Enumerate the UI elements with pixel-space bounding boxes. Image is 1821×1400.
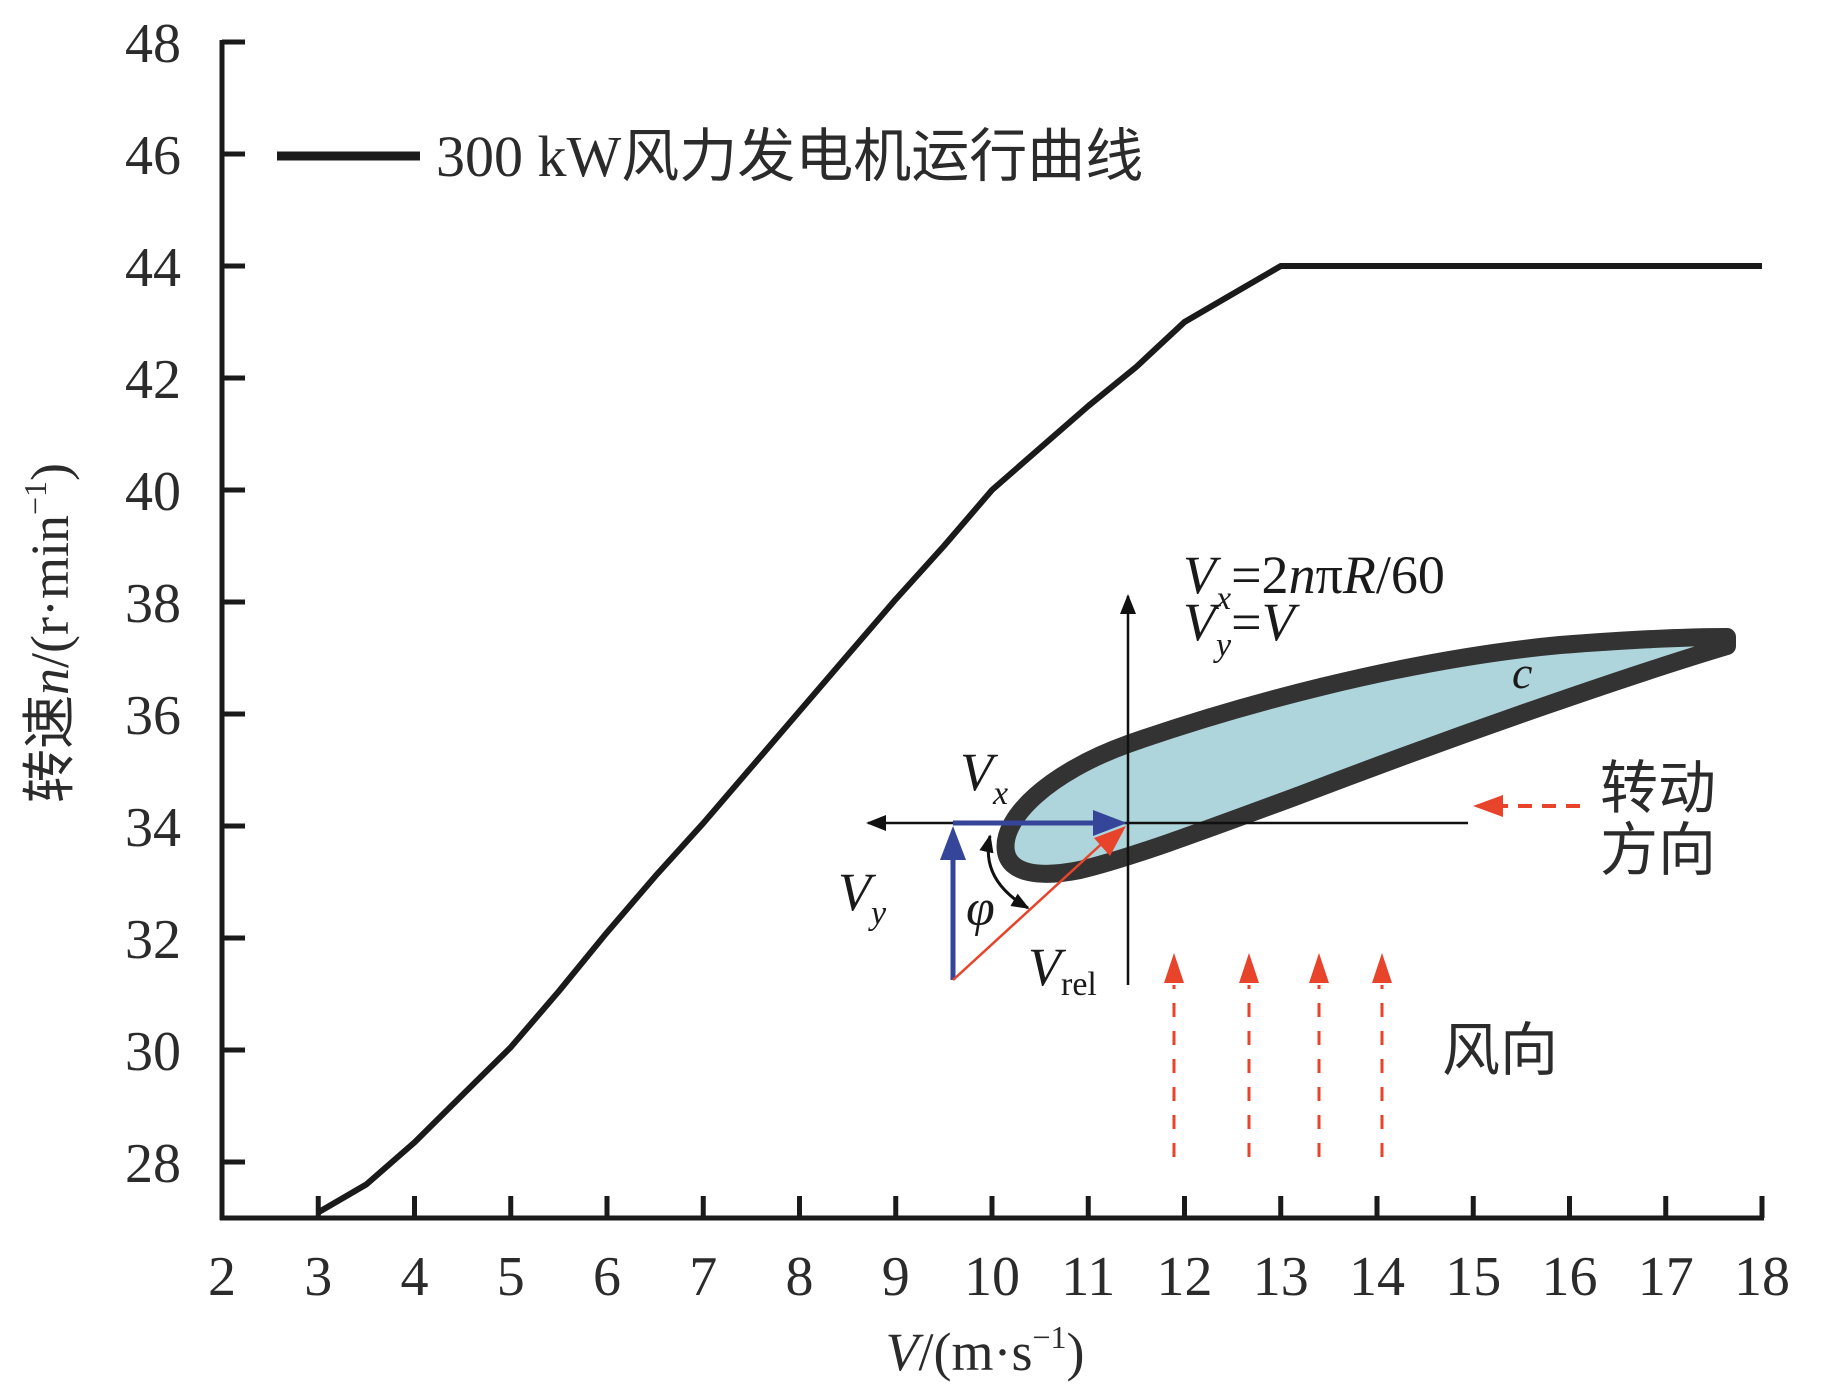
wind-direction-label: 风向 [1442, 1016, 1558, 1084]
airfoil-inset: Vx Vy φ Vrel c Vx=2nπR/60 Vy=V 转动 方向 [838, 545, 1736, 1157]
x-tick-label: 6 [593, 1246, 621, 1308]
formula-vx: Vx=2nπR/60 [1183, 545, 1445, 617]
y-tick-label: 34 [125, 797, 181, 859]
y-tick-label: 40 [125, 461, 181, 523]
series-line-0 [316, 263, 1762, 1215]
x-tick-label: 10 [964, 1246, 1020, 1308]
wind-arrowhead-4 [1372, 953, 1392, 983]
formula-vy: Vy=V [1183, 592, 1301, 664]
x-tick-label: 12 [1157, 1246, 1213, 1308]
x-tick-label: 8 [786, 1246, 814, 1308]
y-tick-label: 28 [125, 1133, 181, 1195]
y-tick-label: 44 [125, 237, 181, 299]
x-tick-label: 13 [1253, 1246, 1309, 1308]
label-phi: φ [966, 880, 995, 937]
y-tick-label: 38 [125, 573, 181, 635]
x-tick-label: 3 [304, 1246, 332, 1308]
axes: 2 3 4 5 6 7 8 9 10 11 12 13 14 15 16 17 18 2830323436384… [125, 13, 1790, 1308]
y-tick-label: 36 [125, 685, 181, 747]
x-tick-label: 7 [689, 1246, 717, 1308]
label-chord: c [1512, 647, 1532, 698]
x-tick-label: 5 [497, 1246, 525, 1308]
y-tick-label: 46 [125, 125, 181, 187]
rotation-direction-label-2: 方向 [1600, 816, 1716, 884]
y-tick-label: 42 [125, 349, 181, 411]
y-axis-title: 转速n/(r·min−1) [17, 463, 81, 803]
wind-arrowhead-1 [1164, 953, 1184, 983]
x-tick-label: 9 [882, 1246, 910, 1308]
vrel-arrowhead [1094, 826, 1126, 856]
x-tick-label: 4 [401, 1246, 429, 1308]
wind-arrows [1164, 953, 1392, 1157]
x-tick-label: 14 [1349, 1246, 1405, 1308]
x-ticks: 2 3 4 5 6 7 8 9 10 11 12 13 14 15 16 17 18 [208, 1196, 1790, 1308]
legend: 300 kW风力发电机运行曲线 [277, 124, 1143, 189]
y-axis-title-group: 转速n/(r·min−1) [17, 463, 81, 803]
vrel-vector [952, 837, 1109, 981]
y-tick-label: 30 [125, 1021, 181, 1083]
legend-label: 300 kW风力发电机运行曲线 [436, 124, 1143, 189]
label-vx: Vx [960, 742, 1008, 812]
airfoil-shape [996, 628, 1736, 883]
y-ticks: 28 30 32 34 36 38 40 42 44 46 48 [125, 13, 245, 1195]
rotation-direction-label-1: 转动 [1600, 754, 1716, 822]
x-tick-label: 2 [208, 1246, 236, 1308]
vy-arrowhead [940, 826, 966, 860]
label-vy: Vy [838, 862, 887, 932]
x-tick-label: 11 [1061, 1246, 1115, 1308]
y-tick-label: 48 [125, 13, 181, 75]
y-tick-label: 32 [125, 909, 181, 971]
wind-arrowhead-3 [1309, 953, 1329, 983]
phi-angle-arc [979, 834, 1030, 910]
label-vrel: Vrel [1028, 937, 1097, 1003]
x-tick-label: 15 [1445, 1246, 1501, 1308]
series-layer [316, 263, 1763, 1215]
vx-arrowhead [1093, 810, 1127, 836]
wind-arrowhead-2 [1239, 953, 1259, 983]
rotation-direction-arrowhead [1473, 795, 1503, 817]
x-axis-title: V/(m·s−1) [885, 1319, 1084, 1382]
x-tick-label: 16 [1542, 1246, 1598, 1308]
x-tick-label: 18 [1734, 1246, 1790, 1308]
x-tick-label: 17 [1638, 1246, 1694, 1308]
